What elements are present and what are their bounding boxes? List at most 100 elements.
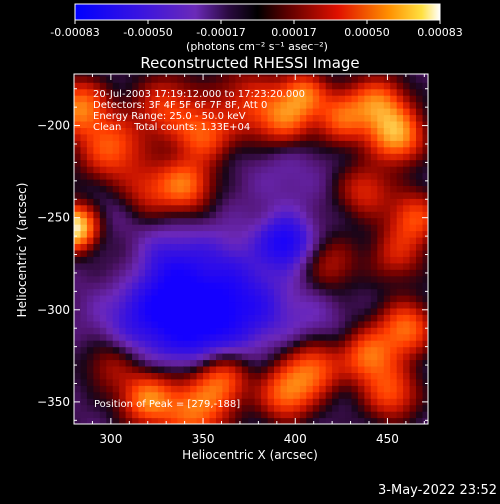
heatmap-cell: [203, 327, 211, 335]
heatmap-cell: [370, 404, 378, 412]
heatmap-cell: [338, 133, 346, 141]
heatmap-cell: [325, 211, 333, 219]
heatmap-cell: [157, 185, 165, 193]
heatmap-cell: [196, 307, 204, 315]
heatmap-cell: [132, 340, 140, 348]
colorbar-tick-label: 0.00083: [417, 26, 463, 39]
heatmap-cell: [254, 404, 262, 412]
heatmap-cell: [377, 275, 385, 283]
heatmap-cell: [170, 314, 178, 322]
heatmap-cell: [74, 314, 82, 322]
heatmap-cell: [216, 378, 224, 386]
heatmap-cell: [293, 249, 301, 257]
heatmap-cell: [228, 211, 236, 219]
heatmap-cell: [345, 75, 353, 83]
heatmap-cell: [183, 275, 191, 283]
heatmap-cell: [383, 243, 391, 251]
heatmap-cell: [228, 166, 236, 174]
heatmap-cell: [370, 114, 378, 122]
heatmap-cell: [170, 114, 178, 122]
heatmap-cell: [235, 288, 243, 296]
heatmap-cell: [254, 398, 262, 406]
heatmap-cell: [125, 307, 133, 315]
heatmap-cell: [338, 75, 346, 83]
heatmap-cell: [119, 243, 127, 251]
heatmap-cell: [228, 372, 236, 380]
heatmap-cell: [254, 411, 262, 419]
heatmap-cell: [119, 366, 127, 373]
heatmap-cell: [364, 140, 372, 148]
heatmap-cell: [190, 133, 198, 141]
heatmap-cell: [293, 121, 301, 128]
heatmap-cell: [390, 320, 398, 328]
heatmap-cell: [106, 75, 114, 83]
heatmap-cell: [86, 404, 94, 412]
heatmap-cell: [332, 340, 340, 348]
heatmap-cell: [216, 153, 224, 161]
heatmap-cell: [132, 307, 140, 315]
heatmap-cell: [306, 327, 314, 335]
heatmap-cell: [274, 333, 282, 341]
heatmap-cell: [164, 301, 172, 309]
heatmap-cell: [377, 391, 385, 399]
heatmap-cell: [151, 114, 159, 122]
heatmap-cell: [287, 282, 295, 290]
heatmap-cell: [209, 82, 217, 90]
heatmap-cell: [241, 237, 249, 244]
heatmap-cell: [332, 140, 340, 148]
heatmap-cell: [325, 75, 333, 83]
heatmap-cell: [280, 314, 288, 322]
heatmap-cell: [319, 385, 327, 393]
heatmap-cell: [299, 295, 307, 303]
heatmap-cell: [74, 295, 82, 303]
heatmap-cell: [345, 391, 353, 399]
heatmap-cell: [254, 133, 262, 141]
heatmap-cell: [325, 385, 333, 393]
heatmap-cell: [416, 114, 424, 122]
heatmap-cell: [280, 230, 288, 238]
heatmap-cell: [390, 191, 398, 199]
heatmap-cell: [293, 224, 301, 232]
heatmap-cell: [235, 95, 243, 103]
heatmap-cell: [267, 88, 275, 96]
heatmap-cell: [203, 417, 211, 424]
heatmap-cell: [261, 179, 269, 186]
heatmap-cell: [261, 359, 269, 367]
heatmap-cell: [351, 74, 359, 77]
heatmap-cell: [267, 346, 275, 354]
heatmap-cell: [228, 82, 236, 90]
heatmap-cell: [216, 269, 224, 277]
heatmap-cell: [74, 211, 82, 219]
heatmap-cell: [125, 88, 133, 96]
heatmap-cell: [306, 140, 314, 148]
heatmap-cell: [416, 108, 424, 116]
heatmap-cell: [261, 75, 269, 83]
heatmap-cell: [338, 198, 346, 206]
heatmap-cell: [196, 275, 204, 283]
heatmap-cell: [254, 237, 262, 244]
heatmap-cell: [364, 385, 372, 393]
heatmap-cell: [409, 262, 417, 270]
heatmap-cell: [93, 378, 101, 386]
heatmap-cell: [112, 314, 120, 322]
heatmap-cell: [377, 372, 385, 380]
heatmap-cell: [164, 127, 172, 135]
heatmap-cell: [157, 307, 165, 315]
heatmap-cell: [106, 301, 114, 309]
heatmap-cell: [157, 243, 165, 251]
heatmap-cell: [306, 224, 314, 232]
heatmap-cell: [325, 417, 333, 424]
heatmap-cell: [319, 108, 327, 116]
heatmap-cell: [345, 237, 353, 244]
heatmap-cell: [319, 366, 327, 373]
heatmap-cell: [241, 133, 249, 141]
heatmap-cell: [248, 230, 256, 238]
heatmap-cell: [209, 166, 217, 174]
heatmap-cell: [106, 353, 114, 361]
heatmap-cell: [177, 333, 185, 341]
heatmap-cell: [190, 74, 198, 77]
heatmap-cell: [416, 269, 424, 277]
heatmap-cell: [235, 108, 243, 116]
heatmap-cell: [74, 249, 82, 257]
heatmap-cell: [332, 327, 340, 335]
